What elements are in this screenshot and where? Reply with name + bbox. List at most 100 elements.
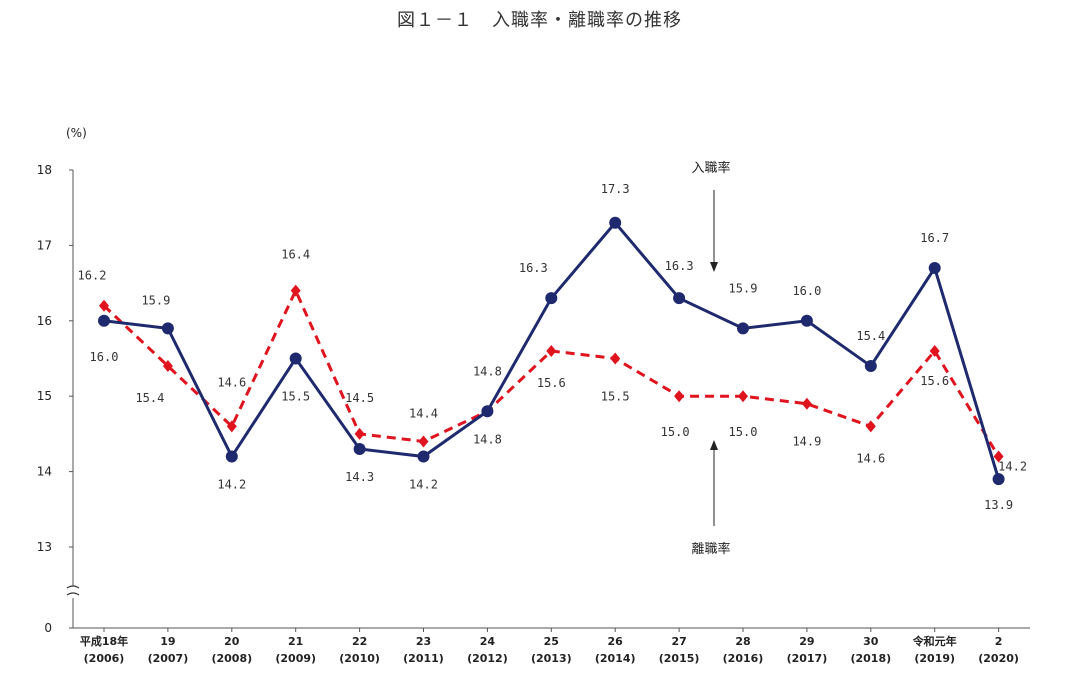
- data-label-nyushoku: 16.3: [665, 259, 694, 273]
- marker-nyushoku: [481, 405, 494, 418]
- marker-nyushoku: [545, 292, 558, 305]
- x-tick-label: 24: [480, 635, 496, 648]
- x-tick-sublabel: (2009): [275, 652, 316, 665]
- marker-rishoku: [226, 420, 237, 433]
- y-tick-label: 14: [37, 465, 52, 479]
- marker-nyushoku: [609, 216, 622, 229]
- x-tick-sublabel: (2008): [211, 652, 252, 665]
- y-tick-label: 13: [37, 540, 52, 554]
- x-tick-sublabel: (2011): [403, 652, 444, 665]
- y-tick-label: 18: [37, 163, 52, 177]
- marker-rishoku: [610, 352, 621, 365]
- marker-nyushoku: [289, 352, 302, 365]
- data-label-nyushoku: 14.3: [345, 470, 374, 484]
- marker-nyushoku: [737, 322, 749, 335]
- x-tick-sublabel: (2015): [659, 652, 700, 665]
- data-label-nyushoku: 15.5: [281, 390, 310, 404]
- marker-nyushoku: [161, 322, 174, 335]
- marker-rishoku: [162, 360, 173, 373]
- data-label-rishoku: 14.8: [473, 432, 502, 446]
- x-tick-sublabel: (2006): [84, 652, 125, 665]
- data-label-nyushoku: 17.3: [601, 182, 630, 196]
- axis-break-mark: [66, 592, 80, 596]
- y-axis-label: (%): [66, 126, 87, 140]
- data-label-rishoku: 16.4: [281, 248, 310, 262]
- marker-nyushoku: [225, 450, 238, 463]
- marker-rishoku: [929, 344, 940, 357]
- marker-rishoku: [99, 299, 109, 312]
- x-tick-sublabel: (2016): [723, 652, 764, 665]
- data-label-rishoku: 15.0: [661, 425, 690, 439]
- axis-break-mark: [66, 585, 80, 589]
- x-tick-label: 26: [608, 635, 624, 648]
- annotation-arrow-head: [710, 262, 718, 272]
- marker-nyushoku: [673, 292, 686, 305]
- marker-nyushoku: [992, 473, 1005, 486]
- marker-nyushoku: [928, 262, 941, 275]
- data-label-rishoku: 14.2: [998, 460, 1027, 474]
- data-label-rishoku: 15.5: [601, 390, 630, 404]
- data-label-nyushoku: 15.9: [729, 281, 758, 295]
- data-label-rishoku: 16.2: [78, 269, 107, 283]
- marker-rishoku: [738, 390, 748, 403]
- data-label-nyushoku: 16.0: [792, 284, 821, 298]
- series-annotation-nyushoku: 入職率: [691, 160, 730, 176]
- marker-rishoku: [418, 435, 429, 448]
- data-label-rishoku: 14.9: [792, 435, 821, 449]
- x-tick-label: 28: [735, 635, 750, 648]
- series-annotation-rishoku: 離職率: [691, 541, 730, 557]
- x-tick-label: 27: [671, 635, 686, 648]
- data-label-rishoku: 14.4: [409, 406, 438, 420]
- annotation-arrow-head: [710, 440, 718, 450]
- x-tick-sublabel: (2019): [914, 652, 955, 665]
- x-tick-sublabel: (2018): [850, 652, 891, 665]
- x-tick-label: 23: [416, 635, 431, 648]
- x-tick-sublabel: (2017): [787, 652, 828, 665]
- marker-nyushoku: [800, 314, 813, 327]
- chart-title: 図１－１ 入職率・離職率の推移: [397, 10, 682, 31]
- series-line-rishoku: [102, 287, 1000, 458]
- x-tick-label: 20: [224, 635, 240, 648]
- data-label-rishoku: 14.5: [345, 391, 374, 405]
- marker-nyushoku: [98, 314, 110, 327]
- data-label-rishoku: 15.6: [537, 376, 566, 390]
- marker-rishoku: [865, 420, 876, 433]
- data-label-rishoku: 15.6: [920, 374, 949, 388]
- x-tick-label: 22: [352, 635, 367, 648]
- data-label-nyushoku: 16.0: [90, 350, 119, 364]
- x-tick-label: 30: [863, 635, 879, 648]
- x-tick-label: 21: [288, 635, 303, 648]
- data-label-nyushoku: 16.7: [920, 231, 949, 245]
- x-tick-sublabel: (2007): [148, 652, 189, 665]
- data-label-rishoku: 15.0: [729, 425, 758, 439]
- data-label-nyushoku: 14.2: [409, 478, 438, 492]
- marker-nyushoku: [864, 360, 877, 373]
- x-tick-label: 25: [544, 635, 559, 648]
- y-tick-label: 16: [37, 314, 52, 328]
- y-tick-label: 15: [37, 389, 52, 403]
- marker-rishoku: [290, 284, 301, 297]
- marker-rishoku: [801, 397, 812, 410]
- marker-rishoku: [674, 390, 685, 403]
- data-label-nyushoku: 13.9: [984, 498, 1013, 512]
- x-tick-label: 19: [160, 635, 175, 648]
- data-label-rishoku: 14.6: [856, 451, 885, 465]
- x-tick-label: 2: [995, 635, 1003, 648]
- x-tick-sublabel: (2020): [978, 652, 1019, 665]
- data-label-nyushoku: 16.3: [519, 261, 548, 275]
- data-label-nyushoku: 15.4: [856, 329, 885, 343]
- x-tick-label: 平成18年: [80, 634, 128, 648]
- x-tick-sublabel: (2012): [467, 652, 508, 665]
- marker-rishoku: [546, 344, 557, 357]
- y-tick-label: 17: [37, 238, 52, 252]
- data-label-nyushoku: 15.9: [141, 293, 170, 307]
- y-tick-label: 0: [44, 621, 52, 635]
- marker-nyushoku: [417, 450, 430, 463]
- marker-rishoku: [993, 450, 1004, 463]
- data-label-rishoku: 14.6: [217, 375, 246, 389]
- marker-rishoku: [354, 427, 365, 440]
- marker-nyushoku: [353, 442, 366, 455]
- data-label-rishoku: 15.4: [135, 391, 164, 405]
- x-tick-sublabel: (2013): [531, 652, 572, 665]
